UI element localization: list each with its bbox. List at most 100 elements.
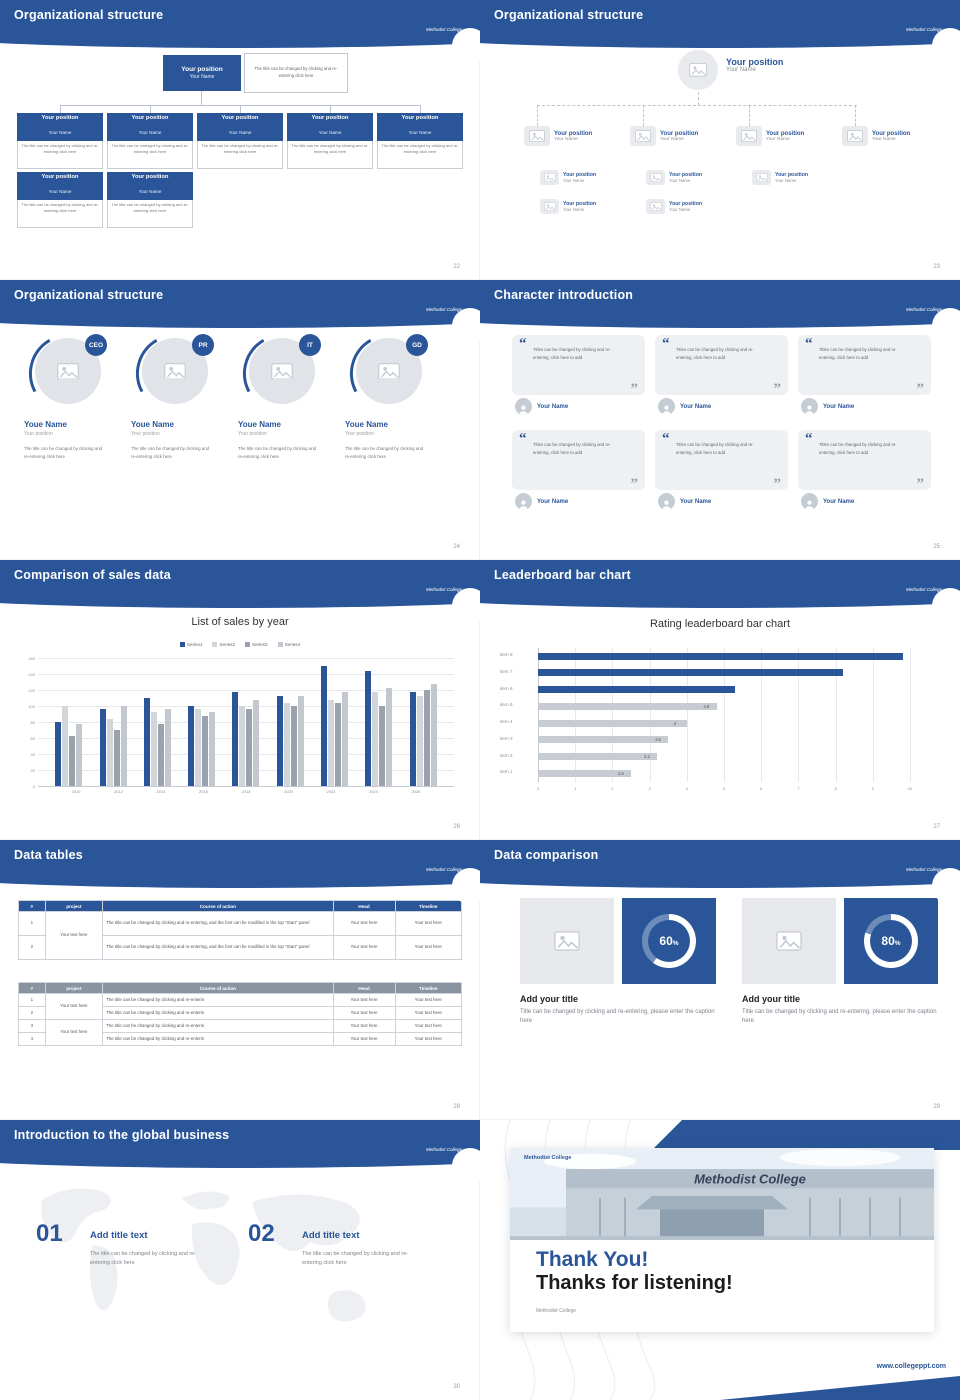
- grid-line: [38, 754, 454, 755]
- org-node-caption: The title can be changed by clicking and…: [17, 141, 103, 169]
- bar: [538, 753, 658, 760]
- grid-line: [835, 648, 837, 782]
- bar: [283, 702, 290, 786]
- image-placeholder-icon: [543, 173, 556, 182]
- photo-thumbnail: [646, 170, 665, 185]
- x-axis-label: 2010: [71, 789, 81, 794]
- bar: [157, 723, 164, 786]
- x-axis-label: 9: [871, 786, 874, 791]
- page-number: 30: [453, 1384, 460, 1390]
- photo-thumbnail: [524, 126, 550, 146]
- header-notch: [932, 868, 960, 904]
- sub-label: Your position Your Name: [669, 172, 703, 183]
- table-row: 3 Your text here The title can be changed …: [18, 1019, 463, 1046]
- quote-card: “ Titles can be changed by clicking and r…: [512, 335, 645, 395]
- image-placeholder-icon: [649, 202, 662, 211]
- member-caption: The title can be changed by clicking and…: [131, 446, 210, 459]
- bar: [430, 683, 437, 786]
- photo-thumbnail: [646, 199, 665, 214]
- team-member: PR Youe Name Your position The title can be…: [127, 334, 223, 461]
- header-band: [0, 840, 480, 888]
- connector-line: [240, 105, 241, 113]
- grid-line: [649, 648, 651, 782]
- org-sub-node: Your position Your Name: [646, 199, 702, 214]
- column-header: Course of action: [102, 900, 334, 912]
- table-cell: Your text here: [332, 935, 396, 960]
- header-notch: [452, 1148, 480, 1184]
- table-cell: 3: [18, 1019, 46, 1033]
- column-header: Timeline: [394, 982, 463, 994]
- panel-caption: Title can be changed by clicking and re-…: [520, 1009, 715, 1024]
- bar: [538, 669, 844, 677]
- page-number: 22: [453, 264, 460, 270]
- slide-thank-you: Methodist College Methodist College Than…: [479, 1119, 960, 1400]
- avatar: [515, 398, 532, 415]
- chart-title: Rating leaderboard bar chart: [649, 618, 791, 630]
- stat-tile: 60%: [622, 898, 716, 984]
- image-placeholder-icon: [755, 173, 768, 182]
- column-header: #: [18, 900, 46, 912]
- member-name: Your Name: [680, 403, 712, 410]
- category-label: item 1: [500, 769, 513, 775]
- org-sub-node: Your position Your Name: [752, 170, 808, 185]
- college-logo: Methodist College: [905, 307, 942, 312]
- connector-line: [537, 105, 857, 106]
- org-sub-node: Your position Your Name: [540, 170, 596, 185]
- table-cell: The title can be changed by clicking and…: [102, 1019, 334, 1033]
- org-node: Your position Your Name The title can be c…: [377, 113, 463, 169]
- grid-line: [38, 658, 454, 659]
- slide-title: Data tables: [14, 848, 83, 862]
- bar-plot: [38, 658, 454, 786]
- x-axis-label: 0: [536, 786, 540, 791]
- image-placeholder-icon: [271, 362, 293, 380]
- comparison-panel: 60% Add your title Title can be changed by…: [520, 898, 716, 1026]
- website-link[interactable]: www.collegeppt.com: [876, 1363, 946, 1370]
- member-name: Your Name: [680, 498, 712, 505]
- sub-label: Your position Your Name: [563, 172, 597, 183]
- college-photo: Methodist College: [510, 1148, 934, 1240]
- page-number: 26: [453, 824, 460, 830]
- y-axis-label: 160: [28, 655, 35, 661]
- bar: [335, 702, 342, 786]
- grid-line: [38, 786, 454, 787]
- building-sign: Methodist College: [694, 1172, 806, 1187]
- bar: [143, 698, 150, 786]
- value-label: 3.5: [655, 737, 662, 743]
- grid-line: [538, 648, 539, 782]
- college-logo: Methodist College: [425, 1147, 462, 1152]
- header-band: [0, 280, 480, 328]
- value-label: 4.8: [703, 703, 710, 709]
- photo-thumbnail: [630, 126, 656, 146]
- photo-thumbnail: [752, 170, 771, 185]
- sub-label: Your position Your Name: [563, 201, 597, 212]
- page-number: 24: [453, 544, 460, 550]
- slide-22: Organizational structure Methodist Colle…: [0, 0, 481, 281]
- header-band: [0, 1120, 480, 1168]
- bar-group: [99, 658, 127, 786]
- quote-cards: “ Titles can be changed by clicking and r…: [480, 280, 960, 560]
- open-quote-icon: “: [662, 431, 670, 447]
- panel-caption: Title can be changed by clicking and re-…: [742, 1009, 937, 1024]
- org-node-header: Your position Your Name: [17, 113, 103, 141]
- y-axis-label: 0: [32, 783, 35, 789]
- slide-27: Leaderboard bar chart Methodist College …: [479, 559, 960, 841]
- photo-thumbnail: [540, 199, 559, 214]
- connector-line: [201, 91, 202, 105]
- y-axis-label: 140: [28, 671, 35, 677]
- donut-value: 80%: [870, 920, 912, 962]
- org-node-caption: The title can be changed by clicking and…: [377, 141, 463, 169]
- connector-line: [537, 105, 538, 126]
- org-node-caption: The title can be changed by clicking and…: [287, 141, 373, 169]
- table-cell: The title can be changed by clicking and…: [102, 935, 334, 960]
- page-number: 28: [453, 1104, 460, 1110]
- grid-line: [798, 648, 800, 782]
- slide-title: Organizational structure: [494, 8, 644, 22]
- bar: [409, 691, 416, 786]
- x-axis-label: 2014: [156, 789, 166, 794]
- chart-legend: Series1 Series2 Series3 Series4: [0, 642, 480, 647]
- connector-line: [420, 105, 421, 113]
- college-logo: Methodist College: [905, 27, 942, 32]
- bar: [232, 691, 239, 786]
- bar: [209, 712, 216, 786]
